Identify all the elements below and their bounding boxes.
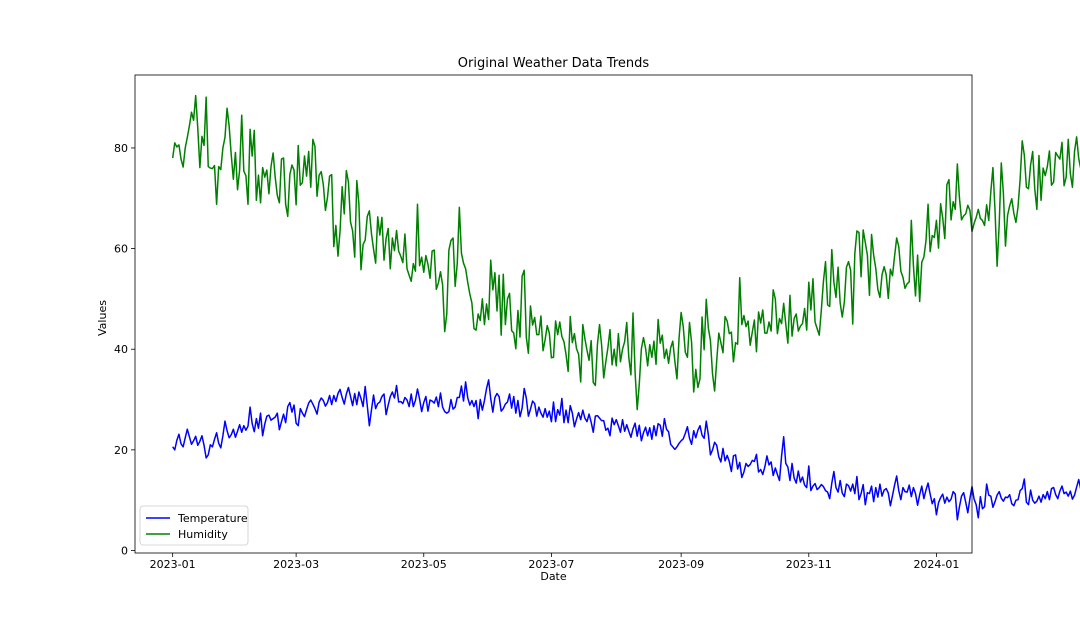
plot-frame [134,74,973,554]
plot-area: 2023-01 2023-03 2023-05 2023-07 2023-09 2023-… [114,74,1080,571]
chart-title: Original Weather Data Trends [458,56,650,71]
x-tick-label: 2024-01 [913,558,959,571]
y-tick-label: 40 [114,343,128,356]
legend-box [139,505,249,546]
x-axis-label: Date [540,570,567,583]
y-tick-label: 20 [114,444,128,457]
y-tick-label: 60 [114,243,128,256]
x-tick-label: 2023-03 [273,558,319,571]
legend-label-temperature: Temperature [177,512,248,525]
x-tick-label: 2023-09 [658,558,704,571]
x-tick-label: 2023-01 [150,558,196,571]
y-axis-label: Values [96,300,109,336]
legend: Temperature Humidity [139,505,249,546]
x-tick-label: 2023-11 [786,558,832,571]
legend-label-humidity: Humidity [178,528,228,541]
x-tick-label: 2023-05 [401,558,447,571]
series-line-temperature [172,379,1080,521]
x-tick-label: 2023-07 [528,558,574,571]
series-line-humidity [171,94,1080,411]
y-tick-label: 80 [114,142,128,155]
y-tick-label: 0 [121,544,128,557]
